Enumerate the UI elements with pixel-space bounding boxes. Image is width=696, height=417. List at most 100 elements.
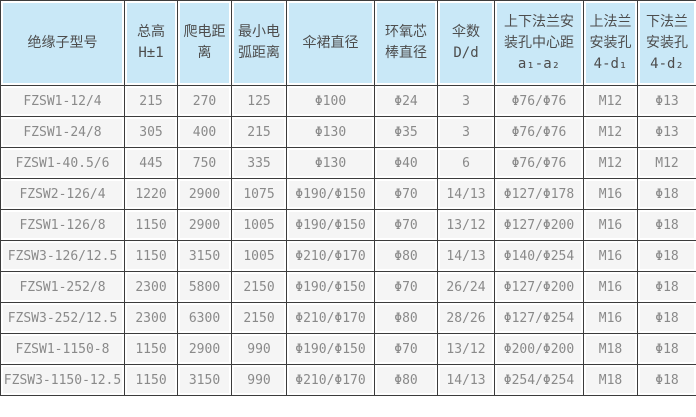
table-cell: M12 [583,147,638,179]
header-shed-diameter: 伞裙直径 [286,0,375,86]
table-cell: Φ18 [637,240,696,272]
table-cell: 3 [437,116,495,148]
table-cell: 445 [124,147,178,179]
table-cell: 1220 [124,178,178,210]
table-cell: M12 [583,85,638,117]
table-row: FZSW1-126/8 1150 2900 1005 Φ190/Φ150 Φ70… [0,209,696,241]
header-lower-flange-hole: 下法兰 安装孔 4-d₂ [637,0,696,86]
table-cell: 2900 [177,333,232,365]
table-cell: 13/12 [437,209,495,241]
table-cell: 1150 [124,209,178,241]
table-cell: Φ18 [637,333,696,365]
table-cell: 400 [177,116,232,148]
table-cell: Φ254/Φ254 [494,364,584,396]
cell-model-name: FZSW2-126/4 [0,178,125,210]
cell-model-name: FZSW1-24/8 [0,116,125,148]
table-cell: 335 [231,147,287,179]
cell-model-name: FZSW3-126/12.5 [0,240,125,272]
table-cell: Φ76/Φ76 [494,85,584,117]
table-cell: 215 [231,116,287,148]
table-cell: M16 [583,178,638,210]
table-cell: Φ18 [637,271,696,303]
table-cell: 5800 [177,271,232,303]
table-cell: 2900 [177,178,232,210]
table-cell: Φ140/Φ254 [494,240,584,272]
table-cell: 990 [231,333,287,365]
table-cell: Φ190/Φ150 [286,271,375,303]
cell-model-name: FZSW3-252/12.5 [0,302,125,334]
header-shed-count: 伞数 D/d [437,0,495,86]
table-cell: Φ35 [374,116,438,148]
table-cell: Φ24 [374,85,438,117]
table-cell: Φ40 [374,147,438,179]
table-cell: Φ18 [637,302,696,334]
table-row: FZSW1-12/4 215 270 125 Φ100 Φ24 3 Φ76/Φ7… [0,85,696,117]
table-cell: Φ70 [374,178,438,210]
header-flange-hole-center-distance: 上下法兰安 装孔中心距 a₁-a₂ [494,0,584,86]
table-cell: Φ190/Φ150 [286,333,375,365]
header-row: 绝缘子型号 总高 H±1 爬电距 离 最小电 弧距离 伞裙直径 环氧芯 棒直径 … [0,0,696,86]
cell-model-name: FZSW1-40.5/6 [0,147,125,179]
table-cell: Φ210/Φ170 [286,364,375,396]
cell-model-name: FZSW1-126/8 [0,209,125,241]
table-cell: Φ76/Φ76 [494,116,584,148]
table-row: FZSW1-24/8 305 400 215 Φ130 Φ35 3 Φ76/Φ7… [0,116,696,148]
table-cell: 13/12 [437,333,495,365]
table-cell: 2150 [231,271,287,303]
table-row: FZSW3-1150-12.5 1150 3150 990 Φ210/Φ170 … [0,364,696,396]
table-cell: Φ210/Φ170 [286,240,375,272]
table-cell: Φ130 [286,147,375,179]
table-cell: Φ13 [637,116,696,148]
table-cell: 14/13 [437,364,495,396]
table-cell: 1150 [124,364,178,396]
table-cell: 6300 [177,302,232,334]
table-cell: Φ190/Φ150 [286,209,375,241]
table-cell: Φ80 [374,364,438,396]
table-cell: Φ70 [374,209,438,241]
table-row: FZSW2-126/4 1220 2900 1075 Φ190/Φ150 Φ70… [0,178,696,210]
insulator-spec-table: 绝缘子型号 总高 H±1 爬电距 离 最小电 弧距离 伞裙直径 环氧芯 棒直径 … [0,0,696,396]
table-cell: 215 [124,85,178,117]
table-cell: 2300 [124,302,178,334]
table-cell: 14/13 [437,178,495,210]
table-cell: 750 [177,147,232,179]
table-cell: Φ100 [286,85,375,117]
table-cell: Φ130 [286,116,375,148]
table-cell: Φ13 [637,85,696,117]
cell-model-name: FZSW1-1150-8 [0,333,125,365]
table-cell: 2300 [124,271,178,303]
table-cell: 6 [437,147,495,179]
table-cell: Φ18 [637,209,696,241]
table-cell: 305 [124,116,178,148]
table-cell: Φ18 [637,364,696,396]
table-row: FZSW3-126/12.5 1150 3150 1005 Φ210/Φ170 … [0,240,696,272]
table-cell: 1150 [124,240,178,272]
header-insulator-model: 绝缘子型号 [0,0,125,86]
table-cell: 270 [177,85,232,117]
table-cell: Φ70 [374,333,438,365]
header-core-rod-diameter: 环氧芯 棒直径 [374,0,438,86]
table-cell: Φ70 [374,271,438,303]
table-cell: Φ76/Φ76 [494,147,584,179]
table-cell: Φ127/Φ200 [494,209,584,241]
table-cell: M16 [583,271,638,303]
cell-model-name: FZSW1-252/8 [0,271,125,303]
table-cell: Φ18 [637,178,696,210]
table-cell: Φ80 [374,302,438,334]
table-cell: M16 [583,302,638,334]
table-cell: 2900 [177,209,232,241]
table-cell: 1005 [231,209,287,241]
table-row: FZSW1-40.5/6 445 750 335 Φ130 Φ40 6 Φ76/… [0,147,696,179]
table-cell: Φ190/Φ150 [286,178,375,210]
table-cell: 2150 [231,302,287,334]
header-min-arc-distance: 最小电 弧距离 [231,0,287,86]
table-cell: Φ127/Φ254 [494,302,584,334]
header-creepage-distance: 爬电距 离 [177,0,232,86]
table-cell: M18 [583,333,638,365]
header-total-height: 总高 H±1 [124,0,178,86]
table-cell: 1150 [124,333,178,365]
table-row: FZSW3-252/12.5 2300 6300 2150 Φ210/Φ170 … [0,302,696,334]
table-cell: M12 [637,147,696,179]
table-cell: 14/13 [437,240,495,272]
table-cell: M16 [583,240,638,272]
